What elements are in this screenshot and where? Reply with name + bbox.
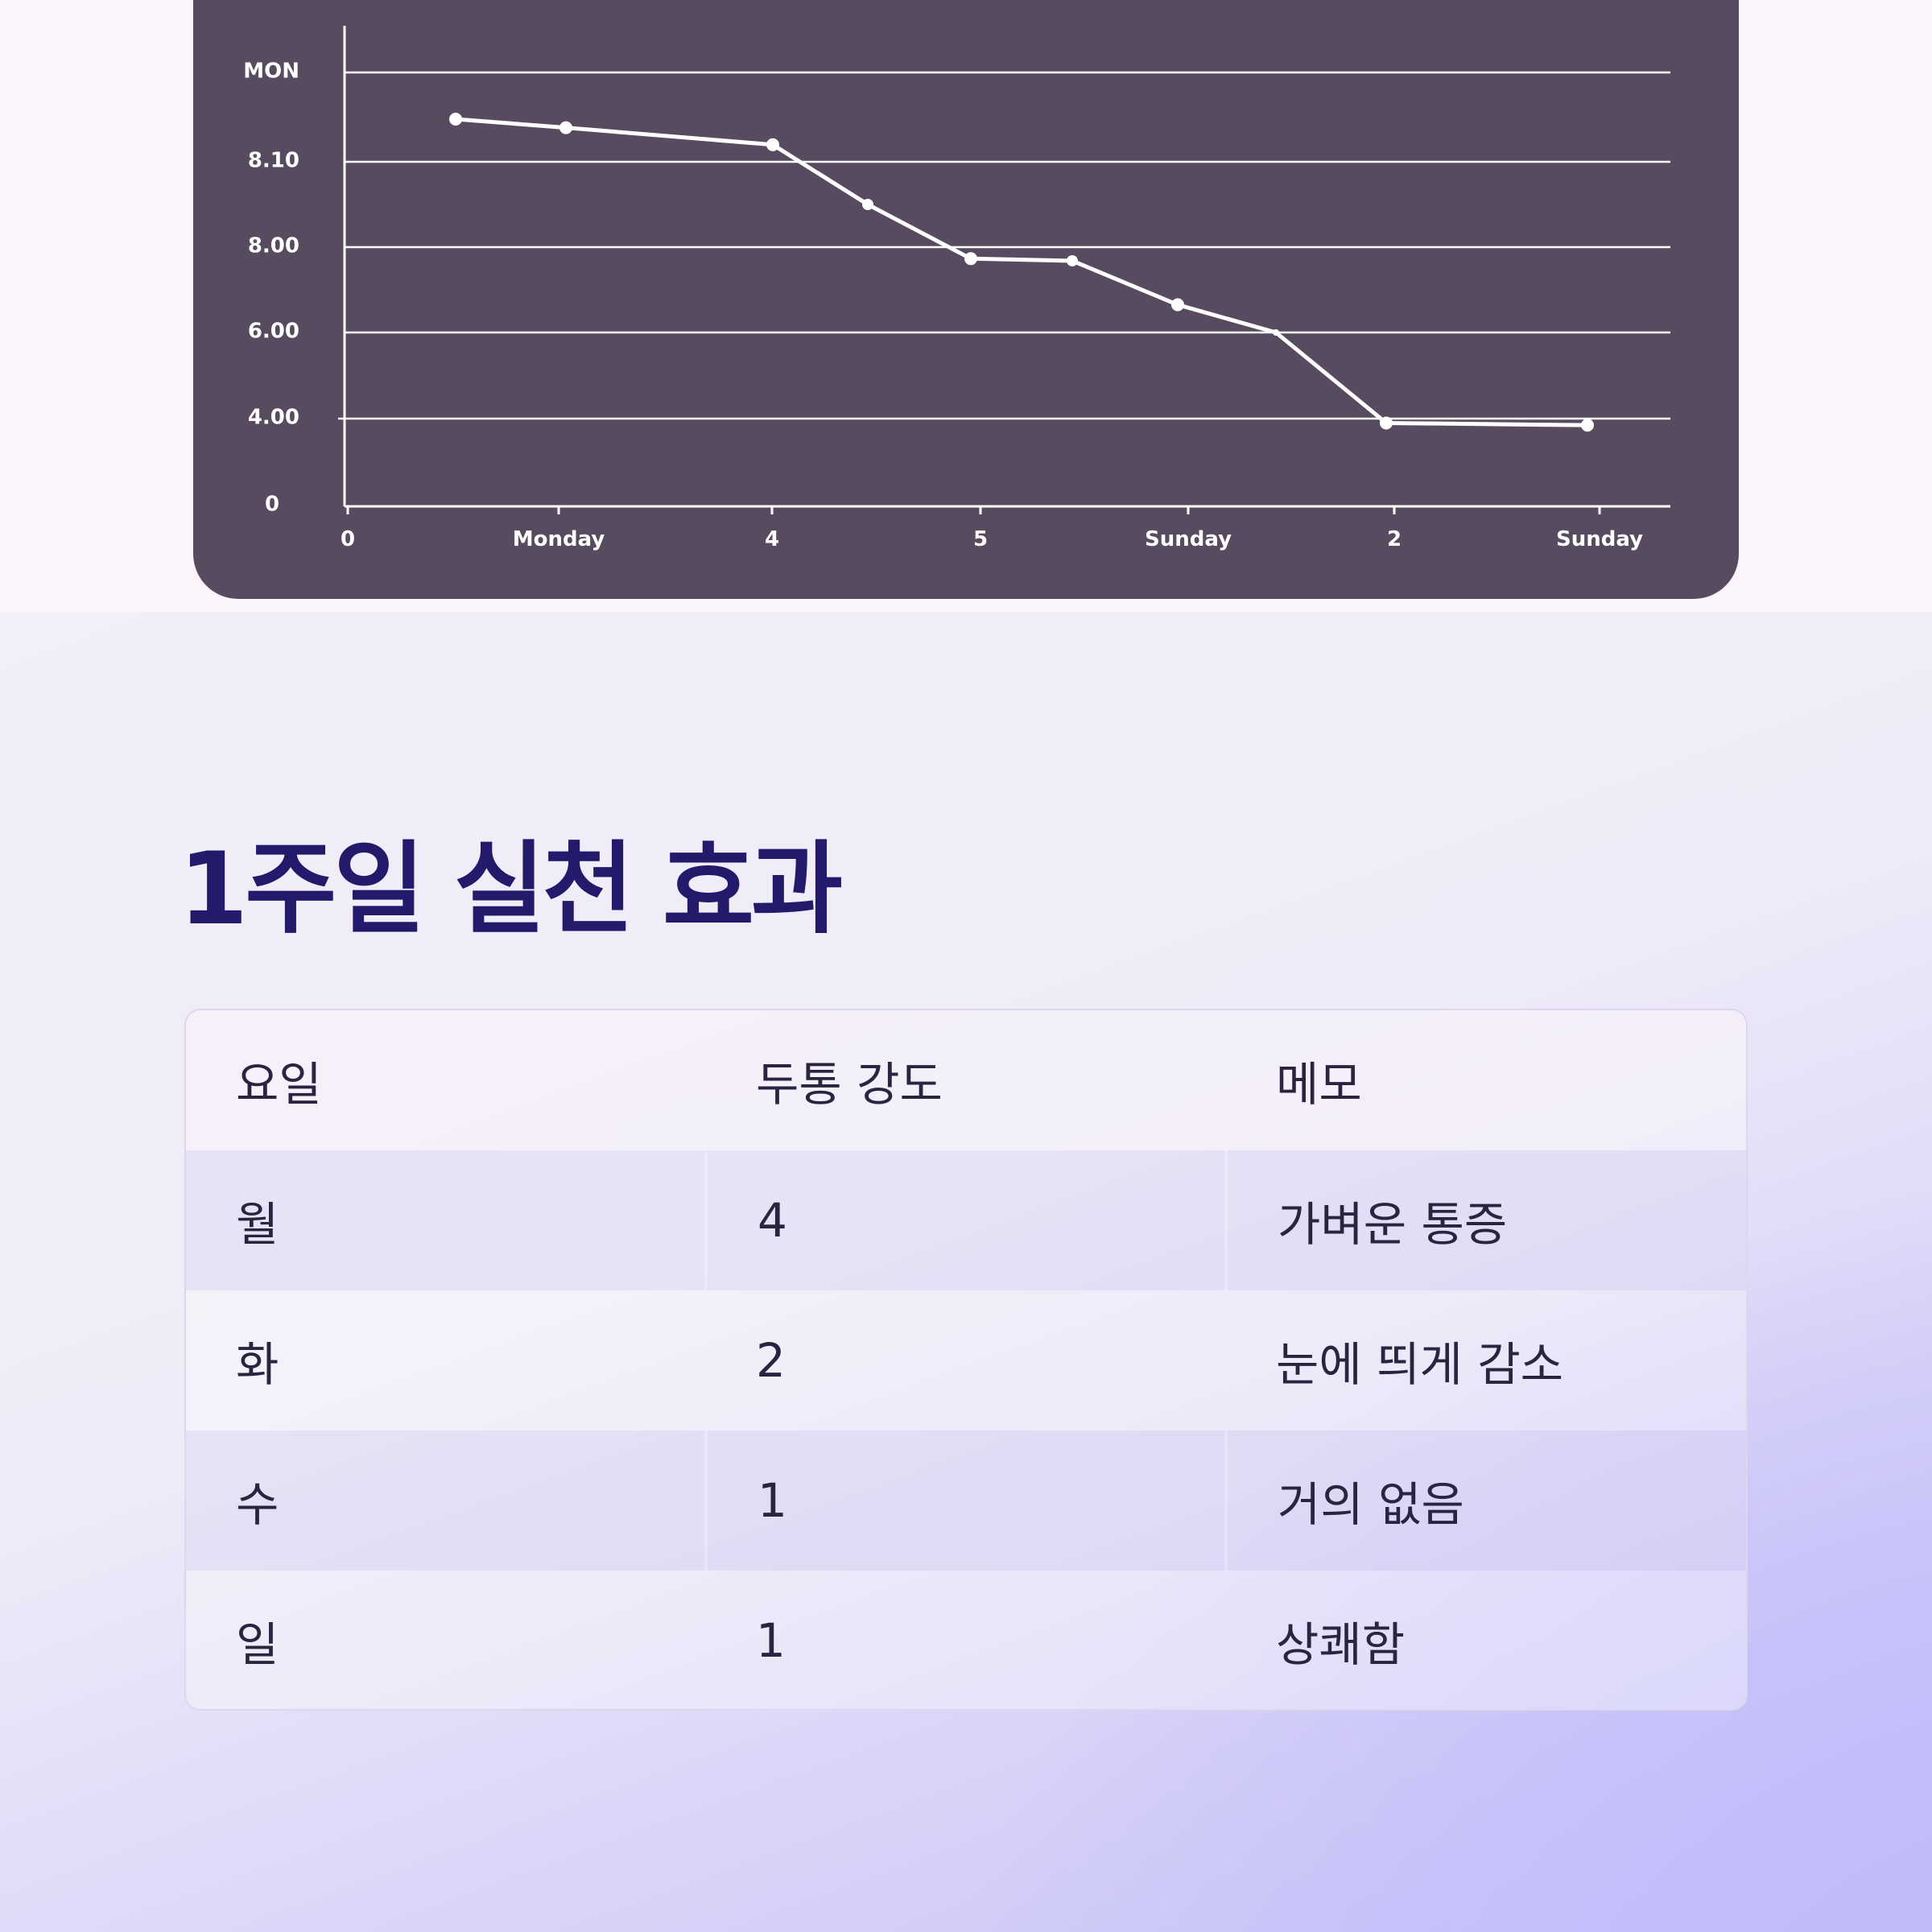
y-tick-label: 6.00 (248, 320, 299, 344)
header-memo: 메모 (1226, 1010, 1746, 1150)
data-point (1171, 298, 1184, 312)
cell-day: 수 (186, 1430, 708, 1571)
cell-intensity: 1 (706, 1430, 1228, 1571)
series-line (453, 117, 1590, 427)
header-day: 요일 (186, 1010, 706, 1150)
x-tick-label: Sunday (1556, 527, 1643, 551)
table-row: 수 1 거의 없음 (186, 1430, 1746, 1571)
cell-intensity: 4 (706, 1150, 1228, 1290)
cell-memo: 눈에 띄게 감소 (1226, 1290, 1746, 1430)
x-tick-label: Monday (513, 527, 605, 551)
data-point (964, 252, 977, 266)
x-tick-label: 0 (341, 527, 355, 551)
table-row: 월 4 가벼운 통증 (186, 1150, 1746, 1290)
data-point (1380, 416, 1393, 430)
effect-table-card: 요일 두통 강도 메모 월 4 가벼운 통증 화 2 눈에 띄게 감소 수 1 … (184, 1009, 1748, 1711)
cell-intensity: 2 (706, 1290, 1226, 1430)
table-row: 일 1 상쾌함 (186, 1571, 1746, 1709)
table-row: 화 2 눈에 띄게 감소 (186, 1290, 1746, 1430)
x-tick-label: 2 (1387, 527, 1402, 551)
cell-intensity: 1 (706, 1571, 1226, 1709)
y-tick-label: 8.00 (248, 234, 299, 258)
y-tick-label: 0 (265, 493, 279, 517)
data-point (766, 138, 779, 151)
data-point (1067, 254, 1078, 266)
cell-day: 일 (186, 1571, 706, 1709)
data-point (559, 121, 572, 134)
cell-memo: 거의 없음 (1226, 1430, 1746, 1571)
x-tick-label: Sunday (1145, 527, 1232, 551)
cell-day: 화 (186, 1290, 706, 1430)
line-chart: 0 4.00 6.00 8.00 8.10 MON 0 Monday 4 5 Sunday 2 Sund… (243, 26, 1670, 551)
effect-table: 요일 두통 강도 메모 월 4 가벼운 통증 화 2 눈에 띄게 감소 수 1 … (186, 1010, 1746, 1709)
data-point (862, 199, 873, 210)
cell-day: 월 (186, 1150, 708, 1290)
data-point (1273, 329, 1279, 336)
y-tick-label: 4.00 (248, 406, 299, 430)
cell-memo: 상쾌함 (1226, 1571, 1746, 1709)
data-point (1581, 419, 1594, 432)
chart-card: 0 4.00 6.00 8.00 8.10 MON 0 Monday 4 5 Sunday 2 Sund… (193, 0, 1739, 599)
cell-memo: 가벼운 통증 (1226, 1150, 1746, 1290)
header-intensity: 두통 강도 (706, 1010, 1226, 1150)
x-tick-label: 4 (765, 527, 779, 551)
section-title: 1주일 실천 효과 (179, 832, 843, 947)
y-tick-label: MON (243, 60, 299, 84)
x-tick-label: 5 (973, 527, 988, 551)
data-point (449, 113, 462, 126)
table-header-row: 요일 두통 강도 메모 (186, 1010, 1746, 1150)
y-tick-label: 8.10 (248, 149, 299, 173)
